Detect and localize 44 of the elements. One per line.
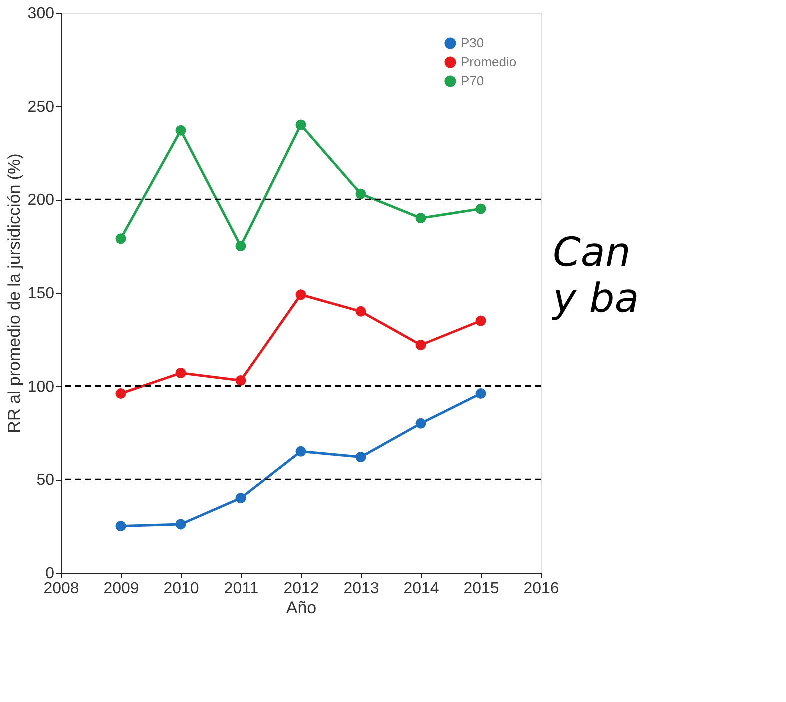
point <box>356 306 366 317</box>
x-tick-label: 2011 <box>224 580 259 598</box>
point <box>296 446 306 457</box>
text: Can <box>553 230 631 276</box>
x-tick-label: 2015 <box>464 580 500 598</box>
y-tick-label: 50 <box>36 472 55 490</box>
point <box>476 204 486 214</box>
point <box>356 188 366 200</box>
point <box>236 493 246 504</box>
point <box>116 388 126 400</box>
y-tick-label: 300 <box>28 6 55 22</box>
point <box>176 519 186 530</box>
point <box>416 340 426 350</box>
point <box>296 290 306 300</box>
x-tick-label: 2014 <box>404 580 440 598</box>
point <box>176 368 186 378</box>
x-tick-label: 2008 <box>44 580 80 598</box>
legend-label: P70 <box>461 74 484 88</box>
y-tick-label: 150 <box>28 286 55 302</box>
y-tick-label: 250 <box>28 98 55 116</box>
point <box>236 241 246 252</box>
point <box>236 376 246 386</box>
point <box>356 452 366 462</box>
point <box>296 120 306 130</box>
point <box>116 521 126 532</box>
point <box>416 418 426 429</box>
point <box>416 213 426 224</box>
y-axis-title: RR al promedio de la jursidicción (%) <box>4 154 24 434</box>
y-tick-label: 100 <box>28 378 55 396</box>
legend-label: Promedio <box>461 54 517 70</box>
y-tick-label: 200 <box>28 192 55 210</box>
x-tick-label: 2013 <box>344 580 380 598</box>
x-axis-title: Año <box>286 598 317 618</box>
y-tick-label: 0 <box>46 566 55 582</box>
point <box>476 316 486 326</box>
point <box>476 388 486 400</box>
point <box>176 125 186 136</box>
x-tick-label: 2010 <box>164 580 200 598</box>
x-tick-label: 2009 <box>104 580 140 598</box>
x-tick-label: 2016 <box>524 580 560 598</box>
x-tick-label: 2012 <box>284 580 320 598</box>
point <box>116 234 126 244</box>
legend-label: P30 <box>461 36 484 50</box>
text: y ba <box>552 276 640 322</box>
